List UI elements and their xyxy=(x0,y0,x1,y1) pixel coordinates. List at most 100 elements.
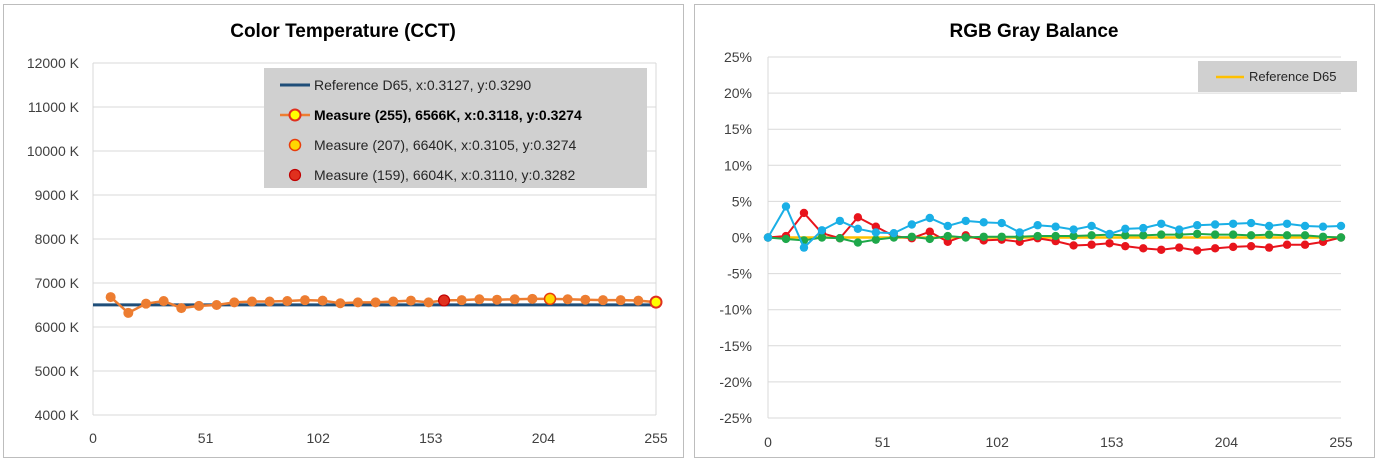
blue-balance-point xyxy=(1121,224,1130,234)
green-balance-point xyxy=(1336,233,1346,242)
green-balance-point xyxy=(1087,231,1096,240)
blue-balance-point xyxy=(997,218,1006,228)
measure-point xyxy=(474,294,485,305)
y-tick-label: 20% xyxy=(724,85,752,101)
measure-point xyxy=(176,303,187,314)
measure-point xyxy=(633,295,644,306)
measure-255-point xyxy=(649,295,663,309)
measure-point xyxy=(123,307,134,318)
legend-label: Measure (207), 6640K, x:0.3105, y:0.3274 xyxy=(314,137,576,153)
legend-measure-255-swatch xyxy=(288,108,302,122)
y-tick-label: 5% xyxy=(732,193,752,209)
measure-point xyxy=(527,293,538,304)
blue-balance-point xyxy=(1228,219,1238,228)
y-tick-label: -25% xyxy=(719,410,752,426)
red-balance-point xyxy=(1228,242,1238,252)
green-balance-point xyxy=(835,234,845,243)
legend-measure-207-swatch xyxy=(288,138,302,152)
green-balance-point xyxy=(1246,231,1256,240)
x-tick-label: 255 xyxy=(644,430,668,446)
red-balance-point xyxy=(1121,241,1130,251)
green-balance-point xyxy=(781,234,791,244)
blue-balance-point xyxy=(799,243,809,252)
x-tick-label: 255 xyxy=(1329,434,1353,450)
chart-title: RGB Gray Balance xyxy=(950,21,1119,42)
blue-balance-point xyxy=(1069,225,1078,234)
chart-title: Color Temperature (CCT) xyxy=(230,21,456,42)
blue-balance-point xyxy=(817,226,827,235)
measure-point xyxy=(405,295,416,306)
measure-point xyxy=(335,298,346,309)
red-balance-point xyxy=(1139,244,1148,253)
x-tick-label: 153 xyxy=(1100,434,1124,450)
green-balance-point xyxy=(1192,229,1202,239)
measure-point xyxy=(423,297,434,308)
blue-balance-point xyxy=(1015,228,1024,237)
measure-point xyxy=(598,295,609,306)
x-tick-label: 102 xyxy=(307,430,331,446)
green-balance-point xyxy=(853,238,863,247)
blue-balance-point xyxy=(907,220,917,229)
blue-balance-point xyxy=(943,221,952,231)
measure-point xyxy=(211,300,222,310)
y-tick-label: -5% xyxy=(727,266,752,282)
measure-point xyxy=(264,296,275,307)
blue-balance-point xyxy=(871,228,881,237)
legend-label: Reference D65 xyxy=(1249,69,1336,84)
red-balance-point xyxy=(1264,243,1274,252)
x-tick-label: 51 xyxy=(198,430,214,446)
cct-chart: Color Temperature (CCT) 12000 K 11000 K 100… xyxy=(27,21,668,446)
red-balance-point xyxy=(925,227,934,236)
x-tick-label: 51 xyxy=(875,434,891,450)
blue-balance-point xyxy=(1051,222,1060,231)
x-tick-label: 204 xyxy=(1215,434,1239,450)
measure-point xyxy=(246,296,257,307)
green-balance-point xyxy=(943,231,952,241)
measure-point xyxy=(388,296,399,307)
x-tick-label: 153 xyxy=(419,430,443,446)
measure-point xyxy=(282,296,293,307)
blue-balance-point xyxy=(1210,220,1220,229)
green-balance-point xyxy=(1157,230,1166,239)
red-balance-point xyxy=(1300,240,1310,249)
blue-balance-point xyxy=(1246,218,1256,228)
red-balance-point xyxy=(1246,241,1256,251)
blue-balance-point xyxy=(1033,221,1042,230)
y-tick-label: 15% xyxy=(724,121,752,137)
green-balance-point xyxy=(907,232,917,241)
blue-balance-point xyxy=(1264,221,1274,231)
blue-balance-point xyxy=(1282,219,1292,228)
blue-balance-point xyxy=(853,224,863,234)
red-balance-point xyxy=(1282,240,1292,249)
blue-balance-point xyxy=(979,218,988,227)
green-balance-point xyxy=(1210,230,1220,239)
blue-balance-point xyxy=(781,202,791,211)
y-tick-label: -10% xyxy=(719,302,752,318)
measure-point xyxy=(562,294,573,305)
green-balance-point xyxy=(817,233,827,242)
measure-point xyxy=(492,294,503,305)
rgb-gray-balance-panel: RGB Gray Balance 25% 20% 15% 10% 5% 0% -5% -10% -… xyxy=(694,4,1375,458)
measure-point xyxy=(370,297,381,308)
blue-balance-point xyxy=(1105,229,1114,239)
y-tick-label: 5000 K xyxy=(35,363,80,379)
blue-balance-point xyxy=(1157,219,1166,228)
green-balance-point xyxy=(925,234,934,244)
green-balance-point xyxy=(1121,231,1130,240)
green-balance-point xyxy=(1318,232,1328,241)
green-balance-point xyxy=(1069,231,1078,241)
red-balance-point xyxy=(1210,244,1220,253)
blue-balance-point xyxy=(1192,221,1202,230)
red-balance-point xyxy=(1105,239,1114,248)
y-tick-label: 4000 K xyxy=(35,407,80,423)
red-balance-point xyxy=(1175,243,1184,252)
measure-point xyxy=(580,294,591,305)
y-tick-label: 10000 K xyxy=(27,143,80,159)
red-balance-point xyxy=(1069,241,1078,250)
y-tick-label: 0% xyxy=(732,230,752,246)
x-tick-label: 102 xyxy=(986,434,1010,450)
green-balance-point xyxy=(1033,231,1042,241)
measure-point xyxy=(317,295,328,306)
green-balance-point xyxy=(1264,230,1274,239)
green-balance-point xyxy=(1139,231,1148,240)
